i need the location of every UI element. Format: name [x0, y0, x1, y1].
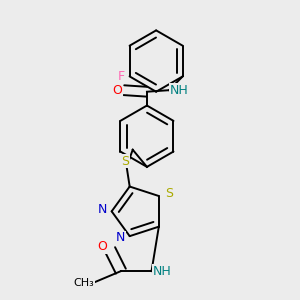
Text: S: S: [121, 154, 129, 168]
Text: F: F: [117, 70, 124, 83]
Text: NH: NH: [170, 84, 188, 97]
Text: S: S: [165, 187, 172, 200]
Text: O: O: [112, 84, 122, 97]
Text: O: O: [98, 240, 107, 253]
Text: N: N: [116, 231, 125, 244]
Text: N: N: [98, 203, 107, 216]
Text: NH: NH: [152, 265, 171, 278]
Text: CH₃: CH₃: [74, 278, 94, 288]
